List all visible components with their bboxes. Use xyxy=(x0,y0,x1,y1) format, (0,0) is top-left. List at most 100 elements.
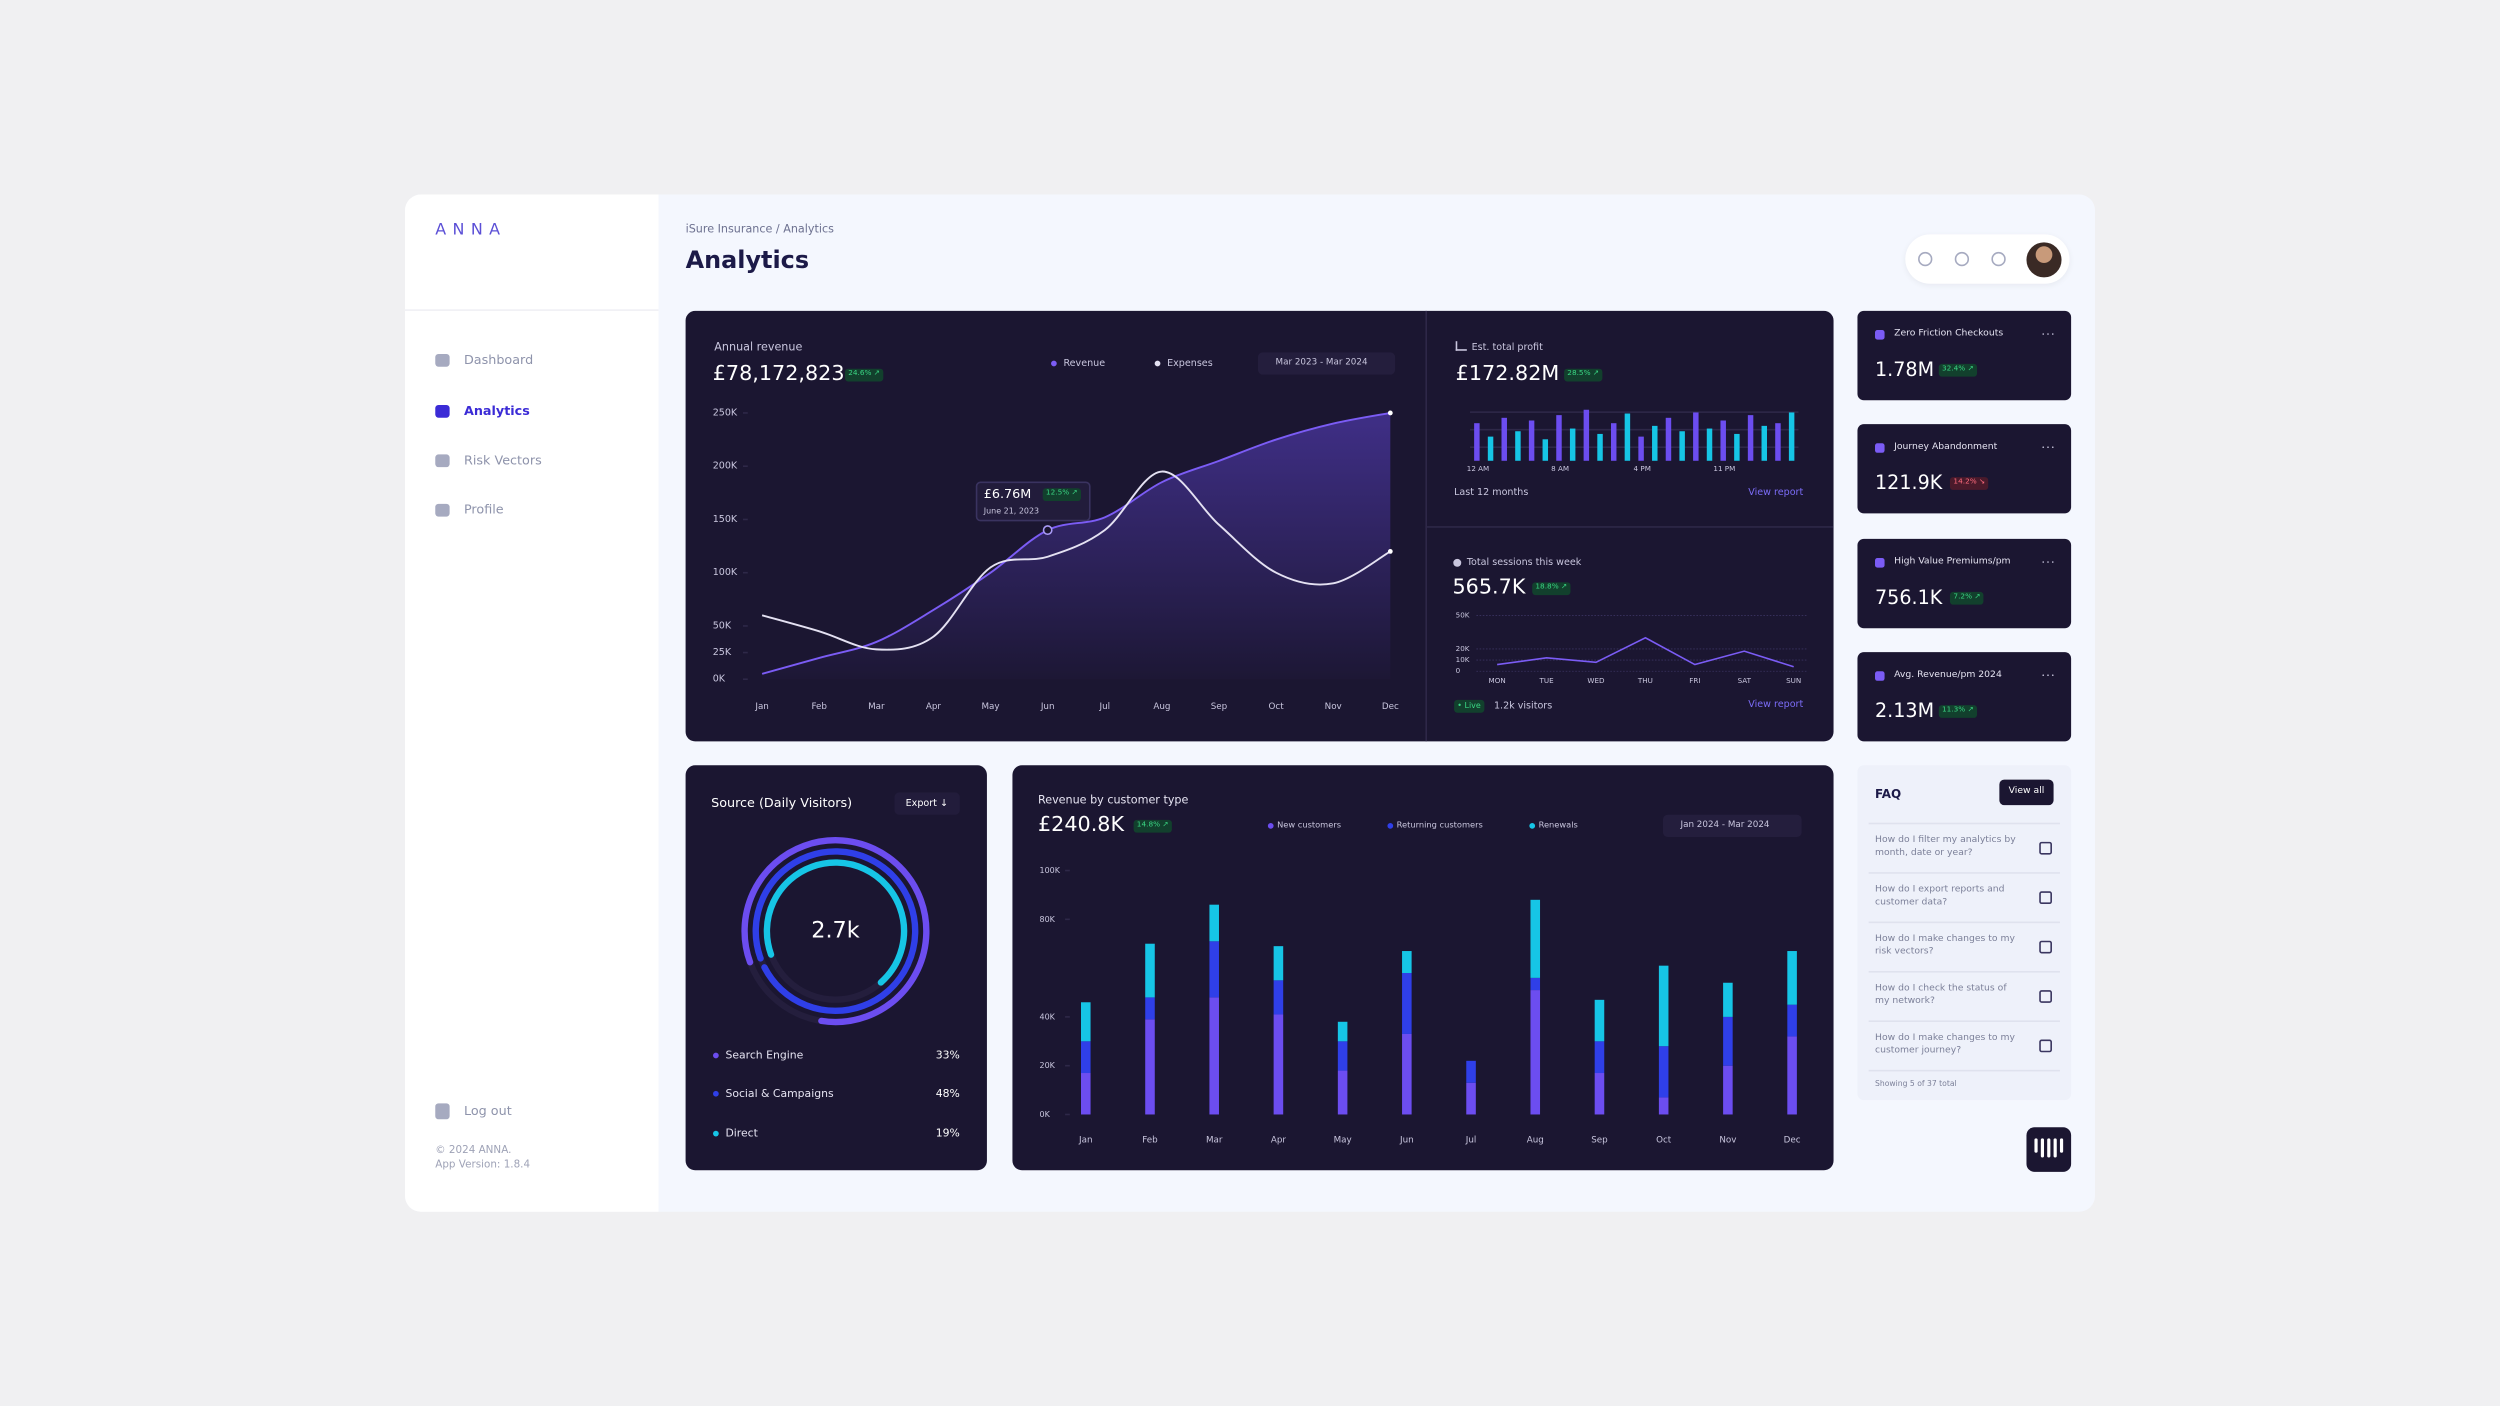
tooltip-date: June 21, 2023 xyxy=(983,507,1040,517)
date-range[interactable]: Mar 2023 - Mar 2024 xyxy=(1275,358,1368,368)
external-link-icon[interactable] xyxy=(2039,891,2052,905)
link[interactable]: View report xyxy=(1748,698,1804,711)
card-title: Revenue by customer type xyxy=(1037,793,1189,807)
menu-dot[interactable] xyxy=(2051,446,2055,449)
nav-item[interactable]: Dashboard xyxy=(463,352,534,368)
launcher-stroke xyxy=(2047,1138,2050,1158)
change-badge: 14.2% ↘ xyxy=(1950,477,1989,490)
external-link-icon[interactable] xyxy=(2039,940,2052,954)
value-label: 19% xyxy=(935,1127,960,1140)
faq-card xyxy=(1857,765,2072,1101)
menu-dot[interactable] xyxy=(2047,561,2050,564)
external-link-icon[interactable] xyxy=(2039,841,2052,855)
faq-question[interactable]: How do I make changes to my customer jou… xyxy=(1875,1033,2016,1056)
link[interactable]: View report xyxy=(1748,486,1804,499)
visitors: 1.2k visitors xyxy=(1493,700,1553,712)
live-badge: • Live xyxy=(1454,699,1484,713)
label: Total sessions this week xyxy=(1466,557,1582,569)
kpi-title: Zero Friction Checkouts xyxy=(1894,329,2004,339)
menu-dot[interactable] xyxy=(2051,561,2055,564)
kpi-value: 1.78M xyxy=(1875,358,1935,381)
grid-line xyxy=(1470,446,1799,448)
period: Last 12 months xyxy=(1454,486,1529,499)
toolbar-icon[interactable] xyxy=(1991,251,2006,267)
logout-icon xyxy=(435,1103,450,1120)
grid-line xyxy=(1470,411,1799,413)
avatar[interactable] xyxy=(2026,242,2062,278)
version: App Version: 1.8.4 xyxy=(435,1157,531,1171)
menu-dot[interactable] xyxy=(2051,674,2055,677)
legend-label: Social & Campaigns xyxy=(725,1087,834,1101)
export-button[interactable] xyxy=(894,792,960,815)
card-divider xyxy=(1425,526,1834,528)
date-picker[interactable] xyxy=(1662,814,1802,838)
brand: ANNA xyxy=(435,221,507,240)
launcher-stroke xyxy=(2054,1138,2057,1158)
view-all-button[interactable] xyxy=(1999,779,2054,806)
copyright: © 2024 ANNA. xyxy=(435,1143,512,1157)
card-title: Source (Daily Visitors) xyxy=(711,795,853,811)
nav-item[interactable]: Profile xyxy=(463,502,504,517)
menu-dot[interactable] xyxy=(2047,674,2050,677)
nav-icon xyxy=(435,454,450,468)
source-card xyxy=(685,765,987,1171)
external-link-icon[interactable] xyxy=(2039,990,2052,1003)
total: £172.82M xyxy=(1455,362,1560,387)
date-picker[interactable] xyxy=(1257,352,1396,375)
faq-question[interactable]: How do I make changes to my risk vectors… xyxy=(1875,934,2016,957)
kpi-title: Journey Abandonment xyxy=(1894,442,1998,453)
change-badge: 11.3% ↗ xyxy=(1938,705,1977,718)
menu-dot[interactable] xyxy=(2042,674,2045,677)
kpi-icon xyxy=(1875,443,1885,453)
kpi-card xyxy=(1857,652,2072,742)
total: £240.8K xyxy=(1037,813,1125,838)
faq-question[interactable]: How do I check the status of my network? xyxy=(1875,984,2007,1007)
faq-divider xyxy=(1868,872,2060,873)
toolbar-icon[interactable] xyxy=(1954,251,1970,267)
logout[interactable]: Log out xyxy=(463,1103,512,1118)
value-label: 48% xyxy=(935,1087,960,1101)
launcher-stroke xyxy=(2060,1138,2063,1153)
tooltip-value: £6.76M xyxy=(983,486,1032,501)
export[interactable]: Export ↓ xyxy=(905,797,948,810)
faq-footer: Showing 5 of 37 total xyxy=(1875,1081,1957,1090)
menu-dot[interactable] xyxy=(2047,446,2050,449)
chat-launcher[interactable] xyxy=(2026,1127,2072,1172)
change-badge: 18.8% ↗ xyxy=(1532,582,1571,595)
nav-item[interactable]: Analytics xyxy=(463,403,530,419)
legend-label: New customers xyxy=(1277,820,1342,831)
nav-item[interactable]: Risk Vectors xyxy=(463,453,542,468)
kpi-card xyxy=(1857,310,2072,401)
kpi-title: Avg. Revenue/pm 2024 xyxy=(1894,670,2002,681)
change-badge: 14.8% ↗ xyxy=(1133,819,1172,832)
value-label: 33% xyxy=(935,1048,960,1062)
date-range[interactable]: Jan 2024 - Mar 2024 xyxy=(1680,820,1770,831)
nav-icon xyxy=(435,404,450,418)
toolbar-icon[interactable] xyxy=(1918,251,1933,267)
menu-dot[interactable] xyxy=(2051,333,2055,336)
nav-icon xyxy=(435,503,450,517)
menu-dot[interactable] xyxy=(2042,446,2045,449)
legend-label: Expenses xyxy=(1167,357,1213,369)
faq-question[interactable]: How do I export reports and customer dat… xyxy=(1875,885,2005,908)
change-badge: 12.5% ↗ xyxy=(1042,488,1081,501)
menu-dot[interactable] xyxy=(2042,561,2045,564)
faq-question[interactable]: How do I filter my analytics by month, d… xyxy=(1875,835,2016,858)
divider xyxy=(404,309,659,311)
kpi-value: 121.9K xyxy=(1875,471,1943,494)
change-badge: 32.4% ↗ xyxy=(1938,363,1977,376)
menu-dot[interactable] xyxy=(2042,333,2045,336)
launcher-stroke xyxy=(2035,1138,2038,1153)
total: 565.7K xyxy=(1452,575,1526,600)
faq-divider xyxy=(1868,970,2060,972)
menu-dot[interactable] xyxy=(2047,333,2050,336)
kpi-icon xyxy=(1875,558,1885,568)
total: £78,172,823 xyxy=(712,362,845,387)
kpi-card xyxy=(1857,538,2072,629)
external-link-icon[interactable] xyxy=(2039,1039,2052,1053)
change-badge: 28.5% ↗ xyxy=(1564,368,1603,381)
page-title: Analytics xyxy=(685,245,810,275)
view-all[interactable]: View all xyxy=(2008,786,2045,797)
